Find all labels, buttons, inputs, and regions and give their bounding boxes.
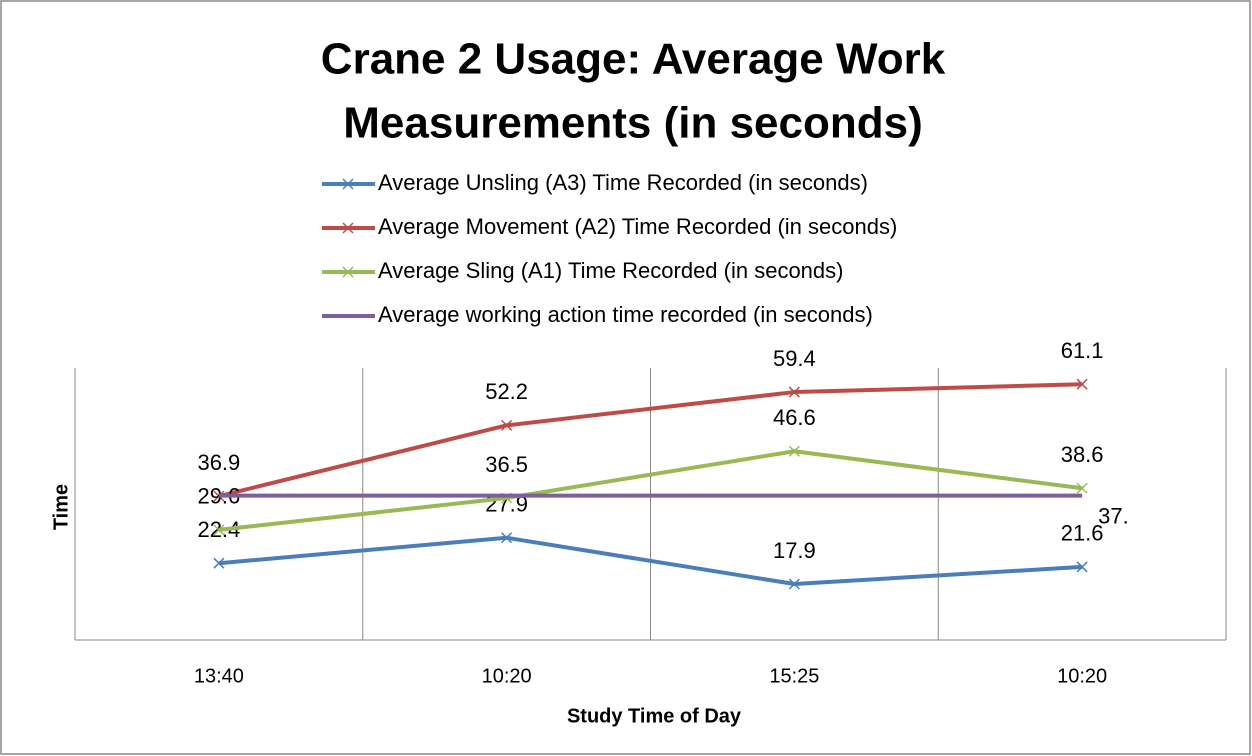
data-label: 36.9	[197, 450, 240, 475]
marker	[501, 532, 513, 544]
marker	[213, 524, 225, 536]
data-label: 46.6	[773, 405, 816, 430]
x-tick-label: 10:20	[1057, 665, 1107, 687]
data-label: 21.6	[1061, 521, 1104, 546]
x-tick-label: 15:25	[769, 665, 819, 687]
marker	[788, 578, 800, 590]
x-tick-label: 13:40	[194, 665, 244, 687]
x-tick-label: 10:20	[482, 665, 532, 687]
marker	[213, 557, 225, 569]
legend-marker	[342, 266, 354, 278]
marker	[501, 419, 513, 431]
series-line	[218, 382, 1083, 499]
data-label: 38.6	[1061, 442, 1104, 467]
marker	[1076, 561, 1088, 573]
data-label: 61.1	[1061, 338, 1104, 363]
series-line	[218, 535, 1083, 587]
chart-title: Measurements (in seconds)	[343, 99, 923, 148]
legend-label: Average Sling (A1) Time Recorded (in sec…	[378, 258, 843, 283]
legend-marker	[342, 222, 354, 234]
series-line	[218, 449, 1083, 532]
marker	[1076, 482, 1088, 494]
data-label: 37.	[1098, 503, 1129, 528]
legend-label: Average Movement (A2) Time Recorded (in …	[378, 214, 897, 239]
marker	[788, 445, 800, 457]
x-axis-label: Study Time of Day	[567, 705, 742, 727]
chart-title: Crane 2 Usage: Average Work	[321, 35, 946, 84]
data-label: 59.4	[773, 346, 816, 371]
data-label: 17.9	[773, 538, 816, 563]
marker	[788, 386, 800, 398]
legend-label: Average Unsling (A3) Time Recorded (in s…	[378, 170, 868, 195]
data-label: 52.2	[485, 379, 528, 404]
y-axis-label: Time	[50, 484, 72, 530]
data-label: 36.5	[485, 452, 528, 477]
legend-marker	[342, 178, 354, 190]
marker	[1076, 378, 1088, 390]
legend-label: Average working action time recorded (in…	[378, 302, 873, 327]
